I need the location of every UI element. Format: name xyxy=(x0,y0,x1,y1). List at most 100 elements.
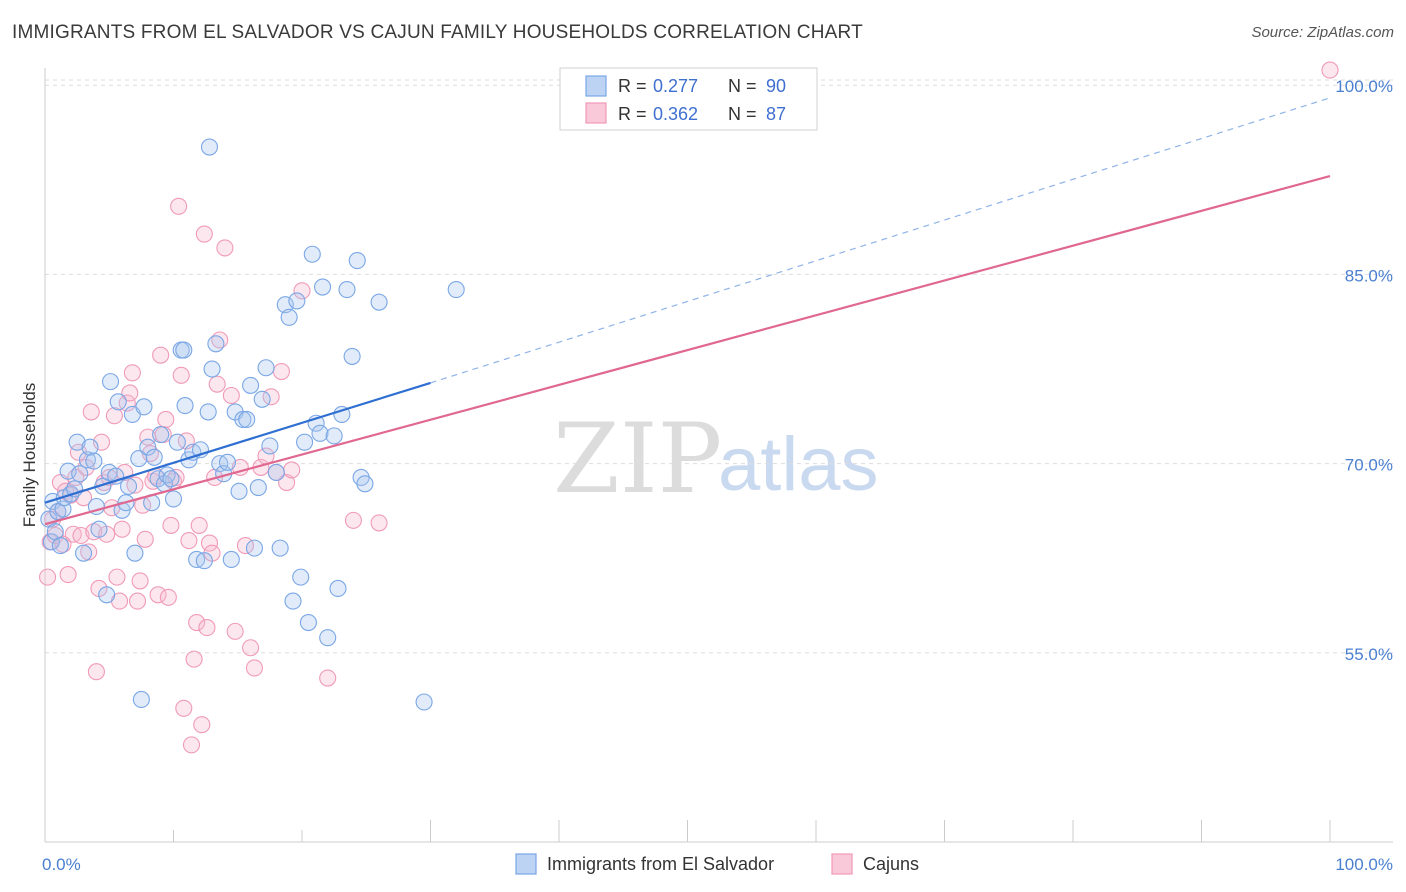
el-salvador-point xyxy=(415,693,433,711)
el-salvador-point xyxy=(152,426,170,444)
el-salvador-point xyxy=(280,308,298,326)
cajun-point xyxy=(121,384,139,402)
cajun-point xyxy=(39,568,57,586)
el-salvador-point xyxy=(119,477,138,495)
el-salvador-point xyxy=(257,359,275,377)
el-salvador-point xyxy=(311,424,329,442)
el-salvador-point xyxy=(329,579,347,598)
el-salvador-point xyxy=(85,452,103,470)
el-salvador-point xyxy=(78,451,96,469)
legend-bottom-label-cajuns: Cajuns xyxy=(863,854,919,874)
cajun-point xyxy=(198,619,216,637)
el-salvador-point xyxy=(195,552,213,570)
el-salvador-point xyxy=(68,433,86,451)
el-salvador-point xyxy=(42,533,60,551)
cajun-point xyxy=(188,613,206,632)
cajun-point xyxy=(87,663,105,681)
el-salvador-point xyxy=(132,690,150,709)
el-salvador-point xyxy=(319,629,337,647)
cajun-point xyxy=(72,526,90,545)
cajun-point xyxy=(162,516,180,534)
el-salvador-point xyxy=(222,550,240,569)
cajun-point xyxy=(123,364,141,382)
el-salvador-point xyxy=(101,373,120,391)
cajun-point xyxy=(182,736,201,754)
cajun-point xyxy=(82,403,100,421)
legend-bottom-swatch-blue xyxy=(515,853,537,875)
cajun-point xyxy=(216,239,234,257)
legend-r-label-1: R = xyxy=(618,76,647,96)
source-credit: Source: ZipAtlas.com xyxy=(1251,24,1394,41)
el-salvador-point xyxy=(245,539,264,557)
el-salvador-point xyxy=(126,544,144,562)
el-salvador-point xyxy=(176,397,194,415)
watermark-atlas: atlas xyxy=(718,422,879,507)
el-salvador-trend-extrapolation xyxy=(430,97,1331,384)
cajun-point xyxy=(185,650,203,668)
el-salvador-point xyxy=(234,410,252,429)
y-tick-label: 85.0% xyxy=(1345,266,1393,285)
legend-bottom: Immigrants from El Salvador Cajuns xyxy=(515,853,919,875)
el-salvador-point xyxy=(75,544,93,562)
legend-r-value-2: 0.362 xyxy=(653,104,698,124)
el-salvador-point xyxy=(139,438,157,456)
el-salvador-point xyxy=(200,138,219,156)
el-salvador-point xyxy=(303,245,321,263)
el-salvador-point xyxy=(292,568,310,586)
el-salvador-point xyxy=(238,410,256,429)
cajun-point xyxy=(190,516,208,534)
el-salvador-trend-line xyxy=(44,381,431,504)
el-salvador-point xyxy=(267,463,285,481)
el-salvador-point xyxy=(199,403,217,421)
el-salvador-point xyxy=(109,393,127,411)
cajun-point xyxy=(344,511,362,529)
cajun-point xyxy=(136,530,154,548)
el-salvador-point xyxy=(288,292,306,310)
cajun-point xyxy=(157,410,175,429)
el-salvador-point xyxy=(218,453,237,471)
el-salvador-point xyxy=(370,293,388,311)
cajun-point xyxy=(283,461,301,479)
el-salvador-point xyxy=(90,520,108,538)
legend-swatch-pink xyxy=(585,102,607,124)
legend-swatch-blue xyxy=(585,75,607,97)
trend-lines xyxy=(44,97,1331,526)
el-salvador-point xyxy=(249,479,267,497)
cajun-point xyxy=(1321,61,1339,79)
el-salvador-point xyxy=(261,437,279,455)
cajun-point xyxy=(208,375,226,393)
cajun-point xyxy=(272,362,290,381)
legend-n-value-2: 87 xyxy=(766,104,786,124)
el-salvador-point xyxy=(299,613,317,632)
cajun-point xyxy=(319,669,337,687)
cajun-point xyxy=(226,622,244,640)
legend-bottom-label-el-salvador: Immigrants from El Salvador xyxy=(547,854,774,874)
axes xyxy=(44,68,1393,843)
el-salvador-point xyxy=(98,586,116,604)
cajun-point xyxy=(180,532,198,550)
cajun-points xyxy=(39,61,1339,754)
el-salvador-point xyxy=(338,281,356,299)
legend-top: R = 0.277 N = 90 R = 0.362 N = 87 xyxy=(559,67,818,131)
x-tick-label-max: 100.0% xyxy=(1335,855,1393,874)
el-salvador-point xyxy=(325,427,343,445)
cajun-point xyxy=(118,394,136,412)
y-axis-title: Family Households xyxy=(20,383,39,528)
el-salvador-point xyxy=(271,539,289,557)
el-salvador-point xyxy=(207,335,225,353)
cajun-trend-line xyxy=(44,174,1331,526)
el-salvador-point xyxy=(333,405,351,423)
legend-bottom-swatch-pink xyxy=(831,853,853,875)
cajun-point xyxy=(59,566,77,584)
gridlines xyxy=(45,79,1393,654)
cajun-point xyxy=(370,514,388,532)
chart-title: IMMIGRANTS FROM EL SALVADOR VS CAJUN FAM… xyxy=(12,22,863,43)
cajun-point xyxy=(200,534,219,552)
cajun-point xyxy=(195,225,213,243)
el-salvador-point xyxy=(314,278,332,296)
cajun-point xyxy=(242,639,260,657)
cajun-point xyxy=(170,197,188,215)
el-salvador-point xyxy=(348,251,366,270)
el-salvador-point xyxy=(81,438,99,456)
